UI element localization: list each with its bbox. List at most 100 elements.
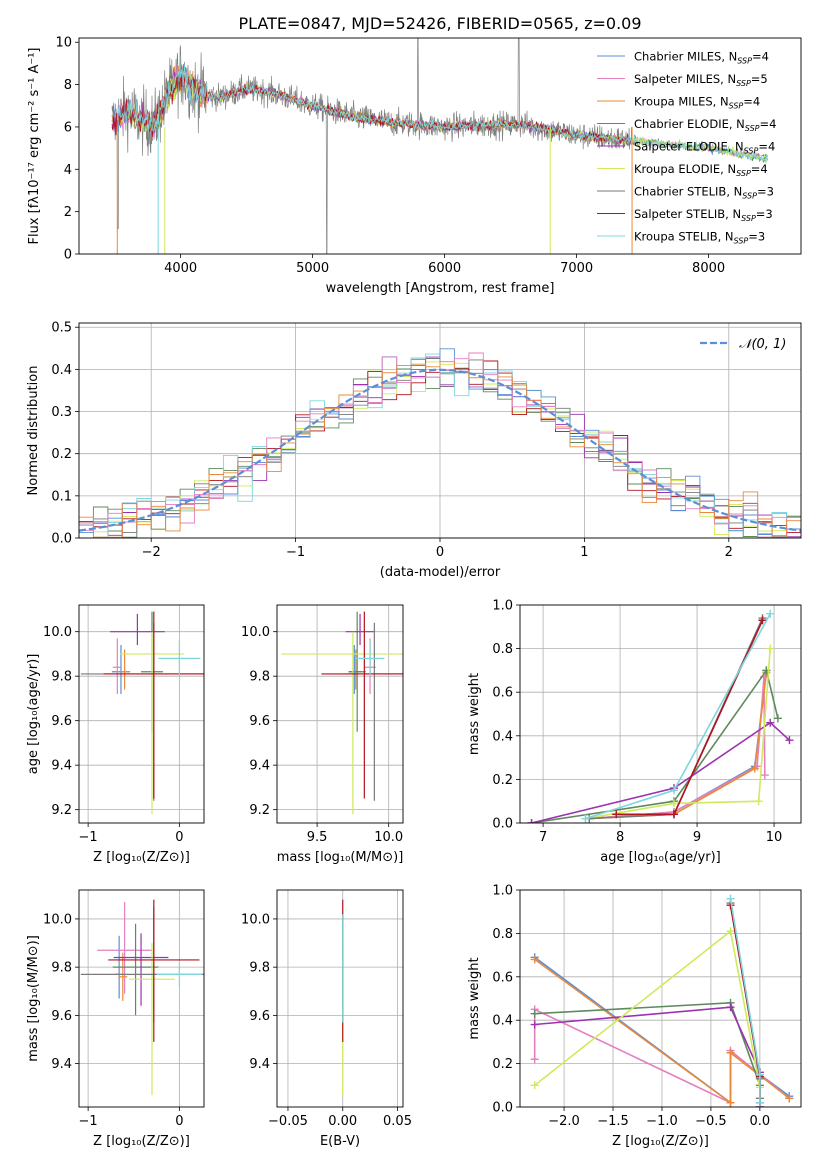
- weight-line-kroupa_elodie: [585, 648, 771, 820]
- x-tick-label: −2.0: [548, 1114, 580, 1129]
- x-tick-label: 0.0: [750, 1114, 771, 1129]
- x-tick-label: 2: [725, 545, 733, 560]
- y-tick-label: 0.8: [492, 642, 513, 657]
- y-tick-label: 2: [64, 205, 72, 220]
- y-axis-label: Normed distribution: [26, 366, 41, 496]
- y-tick-label: 9.4: [51, 1057, 72, 1072]
- x-tick-label: 0: [175, 1114, 183, 1129]
- weight-line-salpeter_elodie: [531, 721, 791, 823]
- weight-marker-salpeter_stelib: [612, 810, 621, 819]
- x-axis-label: E(B-V): [320, 1134, 360, 1149]
- legend-entry-kroupa_miles: Kroupa MILES, NSSP=4: [634, 95, 760, 111]
- y-tick-label: 9.6: [249, 714, 270, 729]
- grid: [79, 605, 204, 823]
- weight-marker-salpeter_miles: [530, 1055, 539, 1064]
- x-tick-label: −0.5: [695, 1114, 727, 1129]
- spectrum-panel: 4000 5000 6000 7000 8000 0 2 4 6 8 10 wavelength [A…: [27, 36, 802, 296]
- legend-entry-chabrier_stelib: Chabrier STELIB, NSSP=3: [634, 185, 774, 201]
- axes-frame: [78, 37, 802, 255]
- y-tick-label: 9.6: [51, 1009, 72, 1024]
- x-tick-label: 7000: [560, 261, 593, 276]
- y-tick-label: 9.8: [51, 670, 72, 685]
- weight-marker-salpeter_elodie: [785, 736, 794, 745]
- normal-curve: [79, 368, 801, 532]
- x-tick-label: −1.5: [597, 1114, 629, 1129]
- plot-area: [79, 348, 801, 538]
- y-tick-label: 0: [64, 248, 72, 263]
- x-tick-label: 8000: [692, 261, 725, 276]
- y-tick-label: 0.6: [492, 970, 513, 985]
- y-tick-label: 9.4: [249, 1057, 270, 1072]
- histogram-salpeter_stelib: [79, 352, 801, 538]
- x-tick-label: −1.0: [646, 1114, 678, 1129]
- y-tick-label: 1.0: [492, 599, 513, 614]
- x-axis-label: wavelength [Angstrom, rest frame]: [326, 281, 555, 296]
- x-tick-label: 1: [580, 545, 588, 560]
- weight-line-salpeter_elodie: [534, 1006, 761, 1107]
- x-axis-label: mass [log₁₀(M/M⊙)]: [277, 850, 404, 865]
- x-axis-label: age [log₁₀(age/yr)]: [600, 850, 721, 865]
- age_vs_Z-panel: −1 0 9.2 9.4 9.6 9.8 10.0 Z [log₁₀(Z/Z⊙)] age [l…: [26, 604, 205, 865]
- x-tick-label: 0.05: [383, 1114, 412, 1129]
- plot-area: [80, 611, 204, 815]
- weight_vs_age-panel: 7 8 9 10 0.0 0.2 0.4 0.6 0.8 1.0 age [log₁₀(age/yr…: [467, 599, 802, 865]
- y-tick-label: 0.6: [492, 686, 513, 701]
- plot-area: [530, 894, 794, 1107]
- y-tick-label: 10.0: [43, 912, 72, 927]
- histogram-kroupa_stelib: [79, 361, 801, 538]
- y-tick-label: 9.8: [249, 670, 270, 685]
- weight-marker-kroupa_elodie: [530, 1081, 539, 1090]
- y-tick-label: 0.4: [492, 1014, 513, 1029]
- y-tick-label: 0.4: [492, 729, 513, 744]
- x-tick-label: −2: [142, 545, 161, 560]
- y-tick-label: 0.4: [51, 363, 72, 378]
- axes-frame: [519, 889, 802, 1108]
- y-tick-label: 9.4: [249, 759, 270, 774]
- age_vs_mass-panel: 9.5 10.0 9.2 9.4 9.6 9.8 10.0 mass [log₁₀(M/M⊙)…: [241, 604, 404, 865]
- weight-marker-kroupa_miles: [750, 764, 759, 773]
- x-axis-label: Z [log₁₀(Z/Z⊙)]: [93, 850, 190, 865]
- y-tick-label: 0.5: [51, 321, 72, 336]
- residuals-panel: −2 −1 0 1 2 0.0 0.1 0.2 0.3 0.4 0.5 (data-model)/er…: [26, 321, 802, 580]
- y-tick-label: 10: [55, 36, 72, 51]
- y-axis-label: mass [log₁₀(M/M⊙)]: [26, 935, 41, 1062]
- x-tick-label: 0: [436, 545, 444, 560]
- weight-marker-chabrier_elodie: [530, 1009, 539, 1018]
- y-tick-label: 4: [64, 163, 72, 178]
- weight-marker-kroupa_miles: [726, 1098, 735, 1107]
- y-axis-label: mass weight: [467, 673, 482, 755]
- grid: [277, 605, 403, 823]
- legend-entry-salpeter_elodie: Salpeter ELODIE, NSSP=4: [634, 140, 775, 156]
- weight-marker-salpeter_elodie: [527, 819, 536, 823]
- weight-line-kroupa_elodie: [534, 929, 761, 1103]
- weight-line-chabrier_elodie: [534, 1001, 761, 1107]
- axes-frame: [519, 604, 802, 824]
- weight-marker-kroupa_miles: [530, 955, 539, 964]
- y-tick-label: 9.4: [51, 759, 72, 774]
- axes-frame: [78, 604, 205, 824]
- weight-marker-kroupa_elodie: [754, 797, 763, 806]
- grid: [520, 604, 801, 824]
- x-tick-label: 10.0: [374, 830, 403, 845]
- observed-spectrum: [111, 38, 633, 254]
- y-tick-label: 0.0: [51, 532, 72, 547]
- y-axis-label: age [log₁₀(age/yr)]: [26, 654, 41, 775]
- y-tick-label: 9.8: [51, 961, 72, 976]
- weight-marker-salpeter_elodie: [726, 1003, 735, 1012]
- plot-area: [80, 899, 204, 1095]
- y-tick-label: 10.0: [241, 912, 270, 927]
- weight-marker-kroupa_stelib: [766, 609, 775, 618]
- y-tick-label: 9.6: [51, 714, 72, 729]
- legend-entry-chabrier_elodie: Chabrier ELODIE, NSSP=4: [634, 117, 776, 133]
- weight-marker-kroupa_stelib: [726, 894, 735, 903]
- axes-frame: [78, 322, 802, 539]
- legend-entry-normal: 𝒩(0, 1): [739, 337, 786, 352]
- weight-marker-salpeter_stelib: [669, 810, 678, 819]
- weight-marker-kroupa_elodie: [766, 644, 775, 653]
- y-tick-label: 10.0: [43, 625, 72, 640]
- mass_vs_ebv-panel: −0.05 0.00 0.05 9.4 9.6 9.8 10.0 E(B-V): [241, 889, 412, 1149]
- x-tick-label: 0.00: [328, 1114, 357, 1129]
- y-tick-label: 0.1: [51, 489, 72, 504]
- axes-frame: [78, 889, 205, 1108]
